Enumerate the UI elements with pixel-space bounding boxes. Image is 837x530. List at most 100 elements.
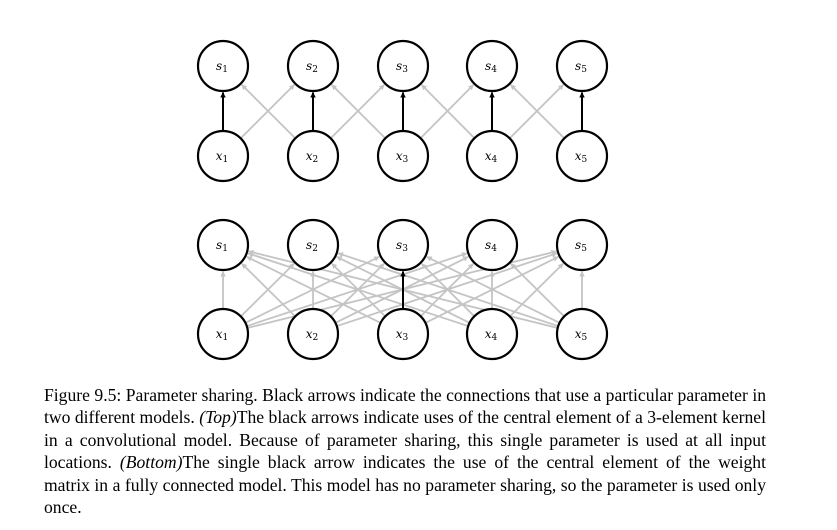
figure-caption: Figure 9.5: Parameter sharing. Black arr…	[44, 384, 766, 518]
input-node-x2: x2	[286, 129, 340, 183]
output-node-s2: s2	[286, 39, 340, 93]
input-node-x4-label: x4	[485, 149, 498, 165]
output-node-s2-subscript: 2	[312, 65, 318, 75]
output-node-s2-circle	[286, 218, 340, 272]
input-node-x3-subscript: 3	[403, 333, 409, 343]
edge-x4-to-s1	[247, 252, 468, 327]
caption-text-2: The black arrows indicate uses of the ce…	[44, 407, 766, 473]
output-node-s1: s1	[196, 218, 250, 272]
input-node-x1: x1	[196, 307, 250, 361]
input-node-x3-label: x3	[396, 327, 409, 343]
output-node-s4: s4	[465, 39, 519, 93]
input-node-x5-var: x	[575, 149, 582, 163]
output-node-s4-circle	[465, 39, 519, 93]
output-node-s2-subscript: 2	[312, 244, 318, 254]
input-node-x4: x4	[465, 307, 519, 361]
input-node-x3-label: x3	[396, 149, 409, 165]
input-node-x2-circle	[286, 129, 340, 183]
output-node-s3-circle	[376, 39, 430, 93]
input-node-x2-subscript: 2	[313, 155, 319, 165]
gray-edges	[240, 84, 565, 139]
output-node-s4-label: s4	[485, 59, 497, 75]
input-node-x1-label: x1	[216, 327, 229, 343]
input-node-x1-circle	[196, 307, 250, 361]
input-node-x1-subscript: 1	[223, 155, 229, 165]
edge-x5-to-s4	[510, 262, 565, 317]
input-node-x2-subscript: 2	[313, 333, 319, 343]
input-node-x3: x3	[376, 129, 430, 183]
output-node-s1: s1	[196, 39, 250, 93]
input-node-x5-label: x5	[575, 149, 588, 165]
output-node-s4-subscript: 4	[491, 65, 497, 75]
input-node-x2-circle	[286, 307, 340, 361]
input-node-x1-circle	[196, 129, 250, 183]
input-node-x5: x5	[555, 129, 609, 183]
output-node-s3-circle	[376, 218, 430, 272]
input-node-x1-var: x	[216, 149, 223, 163]
edge-x5-to-s2	[337, 252, 558, 327]
output-node-s3: s3	[376, 218, 430, 272]
output-node-s3-subscript: 3	[402, 65, 408, 75]
output-node-s5-label: s5	[575, 59, 587, 75]
output-node-s1-circle	[196, 218, 250, 272]
input-node-x4-var: x	[485, 149, 492, 163]
input-node-x3-circle	[376, 129, 430, 183]
input-node-x1-var: x	[216, 327, 223, 341]
input-node-x4-circle	[465, 129, 519, 183]
input-node-x4-subscript: 4	[492, 155, 498, 165]
edge-x2-to-s1	[241, 84, 296, 139]
input-node-x5-subscript: 5	[582, 155, 588, 165]
input-node-x2-label: x2	[306, 327, 319, 343]
output-node-s2-circle	[286, 39, 340, 93]
input-node-x3: x3	[376, 307, 430, 361]
input-node-x5-circle	[555, 307, 609, 361]
output-node-s5-subscript: 5	[581, 244, 587, 254]
output-node-s1-label: s1	[216, 59, 228, 75]
output-node-s3-label: s3	[396, 238, 408, 254]
output-node-s3-var: s	[396, 59, 402, 73]
input-node-x2-var: x	[306, 149, 313, 163]
edge-x3-to-s1	[246, 255, 381, 324]
output-node-s5-var: s	[575, 238, 581, 252]
output-node-s5-label: s5	[575, 238, 587, 254]
output-node-s5-subscript: 5	[581, 65, 587, 75]
input-node-x5-var: x	[575, 327, 582, 341]
input-node-x4-circle	[465, 307, 519, 361]
edge-x2-to-s1	[241, 262, 296, 317]
output-node-s2-label: s2	[306, 238, 318, 254]
output-node-s4-circle	[465, 218, 519, 272]
output-node-s2-var: s	[306, 59, 312, 73]
input-node-x4-subscript: 4	[492, 333, 498, 343]
output-node-s5-circle	[555, 39, 609, 93]
output-node-s1-var: s	[216, 238, 222, 252]
output-node-s1-subscript: 1	[222, 244, 228, 254]
output-node-s5-circle	[555, 218, 609, 272]
output-node-s5: s5	[555, 39, 609, 93]
output-node-s4: s4	[465, 218, 519, 272]
output-node-s3: s3	[376, 39, 430, 93]
output-node-s1-subscript: 1	[222, 65, 228, 75]
edge-x5-to-s4	[510, 84, 565, 139]
input-node-x4: x4	[465, 129, 519, 183]
input-node-x3-var: x	[396, 327, 403, 341]
caption-text-1: Figure 9.5: Parameter sharing. Black arr…	[44, 385, 766, 428]
output-node-s4-var: s	[485, 59, 491, 73]
output-node-s3-label: s3	[396, 59, 408, 75]
caption-top-label: (Top)	[199, 407, 237, 428]
input-node-x2-label: x2	[306, 149, 319, 165]
input-node-x1-label: x1	[216, 149, 229, 165]
input-node-x3-circle	[376, 307, 430, 361]
output-node-s5-var: s	[575, 59, 581, 73]
caption-text-3: The single black arrow indicates the use…	[44, 452, 766, 518]
output-node-s2: s2	[286, 218, 340, 272]
output-node-s1-var: s	[216, 59, 222, 73]
edge-x5-to-s3	[426, 255, 560, 324]
output-node-s1-label: s1	[216, 238, 228, 254]
input-node-x1-subscript: 1	[223, 333, 229, 343]
input-node-x5: x5	[555, 307, 609, 361]
edge-x3-to-s2	[331, 84, 386, 139]
output-node-s4-var: s	[485, 238, 491, 252]
output-node-s3-subscript: 3	[402, 244, 408, 254]
output-node-s2-label: s2	[306, 59, 318, 75]
